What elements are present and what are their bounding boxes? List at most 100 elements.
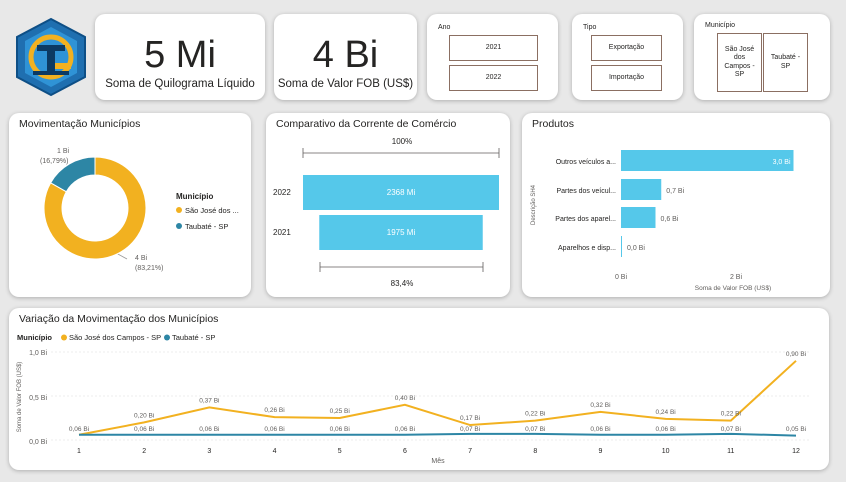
slicer-tipo-title: Tipo	[583, 24, 597, 31]
comparativo-category-2021: 2021	[273, 228, 291, 237]
kpi-value-kg: 5 Mi	[144, 34, 216, 76]
donut-legend-title: Município	[176, 192, 213, 201]
line-xtick-6: 6	[403, 448, 407, 455]
kpi-card-kg: 5 Mi Soma de Quilograma Líquido	[95, 14, 265, 100]
line-label-sjc-8: 0,22 Bi	[525, 411, 545, 418]
produtos-bar-label-3: 0,0 Bi	[627, 245, 645, 252]
comparativo-bar-label-2021: 1975 Mi	[387, 228, 416, 237]
line-xtick-5: 5	[338, 448, 342, 455]
slicer-tipo: Tipo Exportação Importação	[572, 14, 683, 100]
slicer-ano-option-2022[interactable]: 2022	[449, 65, 538, 91]
donut-title: Movimentação Municípios	[19, 118, 141, 130]
comparativo-category-2022: 2022	[273, 188, 291, 197]
kpi-label-kg: Soma de Quilograma Líquido	[105, 78, 255, 90]
line-label-sjc-1: 0,06 Bi	[69, 426, 89, 433]
produtos-bar-3[interactable]	[621, 236, 622, 257]
line-ylabel: Soma de Valor FOB (US$)	[17, 362, 23, 433]
line-series-sjc[interactable]	[78, 360, 797, 436]
donut-slice-taubate[interactable]	[49, 156, 96, 193]
line-xtick-12: 12	[792, 448, 800, 455]
produtos-bar-label-2: 0,6 Bi	[661, 216, 679, 223]
line-xtick-4: 4	[273, 448, 277, 455]
line-ytick-1: 1,0 Bi	[29, 350, 47, 357]
produtos-category-1: Partes dos veícul...	[556, 188, 616, 195]
line-xlabel: Mês	[431, 458, 445, 465]
slicer-tipo-option-importacao[interactable]: Importação	[591, 65, 662, 91]
line-title: Variação da Movimentação dos Municípios	[19, 313, 219, 325]
produtos-xlabel: Soma de Valor FOB (US$)	[695, 285, 771, 292]
line-xtick-9: 9	[599, 448, 603, 455]
line-label-sjc-6: 0,40 Bi	[395, 395, 415, 402]
line-label-sjc-4: 0,26 Bi	[264, 407, 284, 414]
line-label-taubate-5: 0,06 Bi	[330, 426, 350, 433]
slicer-ano-title: Ano	[438, 24, 451, 31]
produtos-bar-label-0: 3,0 Bi	[773, 159, 791, 166]
donut-legend-sjc[interactable]: São José dos ...	[185, 206, 239, 215]
donut-chart: 1 Bi (16,79%) 4 Bi (83,21%) Município Sã…	[40, 148, 239, 272]
slicer-municipio-option-sjc[interactable]: São José dos Campos - SP	[717, 33, 762, 92]
logo	[13, 17, 89, 97]
comparativo-chart: 100% 83,4% 2368 Mi 2022 1975 Mi 2021	[273, 137, 500, 288]
produtos-category-0: Outros veículos a...	[556, 159, 616, 166]
line-ytick-05: 0,5 Bi	[29, 395, 47, 402]
donut-card: Movimentação Municípios 1 Bi (16,79%) 4 …	[9, 113, 251, 297]
produtos-bar-0[interactable]	[621, 150, 794, 171]
donut-label-taubate-value: 1 Bi	[57, 148, 70, 155]
comparativo-bar-2021[interactable]	[319, 215, 483, 250]
line-legend-sjc[interactable]: São José dos Campos - SP	[69, 333, 161, 342]
comparativo-bar-label-2022: 2368 Mi	[387, 188, 416, 197]
donut-legend-marker-sjc	[176, 207, 182, 213]
slicer-ano: Ano 2021 2022	[427, 14, 558, 100]
produtos-chart: Descrição SH4 0 Bi 2 Bi Soma de Valor FO…	[531, 150, 794, 292]
line-label-taubate-11: 0,07 Bi	[721, 426, 741, 433]
line-label-sjc-5: 0,25 Bi	[330, 408, 350, 415]
donut-legend-marker-taubate	[176, 223, 182, 229]
produtos-bar-label-1: 0,7 Bi	[666, 188, 684, 195]
line-legend-title: Município	[17, 333, 52, 342]
produtos-xtick-2: 2 Bi	[730, 274, 743, 281]
donut-label-sjc-value: 4 Bi	[135, 255, 148, 262]
line-xtick-7: 7	[468, 448, 472, 455]
donut-slice-sjc[interactable]	[43, 156, 147, 260]
line-xtick-8: 8	[533, 448, 537, 455]
produtos-title: Produtos	[532, 118, 575, 130]
slicer-ano-option-2021[interactable]: 2021	[449, 35, 538, 61]
line-label-taubate-12: 0,05 Bi	[786, 426, 806, 433]
produtos-bar-2[interactable]	[621, 207, 656, 228]
logo-graphic	[16, 17, 86, 97]
comparativo-bar-2022[interactable]	[303, 175, 499, 210]
line-label-taubate-3: 0,06 Bi	[199, 426, 219, 433]
donut-label-sjc-pct: (83,21%)	[135, 265, 163, 272]
line-xtick-2: 2	[142, 448, 146, 455]
line-xtick-3: 3	[207, 448, 211, 455]
line-xtick-11: 11	[727, 448, 734, 455]
kpi-label-fob: Soma de Valor FOB (US$)	[277, 78, 414, 90]
line-label-taubate-7: 0,07 Bi	[460, 426, 480, 433]
produtos-bar-1[interactable]	[621, 179, 662, 200]
comparativo-card: Comparativo da Corrente de Comércio 100%…	[266, 113, 510, 297]
kpi-value-fob: 4 Bi	[312, 34, 379, 76]
line-label-taubate-2: 0,06 Bi	[134, 426, 154, 433]
donut-legend-taubate[interactable]: Taubaté - SP	[185, 222, 228, 231]
line-xtick-1: 1	[77, 448, 81, 455]
line-series-taubate[interactable]	[79, 432, 797, 437]
line-label-sjc-2: 0,20 Bi	[134, 412, 154, 419]
line-label-sjc-3: 0,37 Bi	[199, 397, 219, 404]
produtos-xtick-0: 0 Bi	[615, 274, 628, 281]
donut-label-taubate-pct: (16,79%)	[40, 158, 68, 165]
kpi-card-fob: 4 Bi Soma de Valor FOB (US$)	[274, 14, 417, 100]
line-label-sjc-11: 0,22 Bi	[721, 411, 741, 418]
slicer-municipio-title: Município	[705, 22, 735, 29]
produtos-ylabel: Descrição SH4	[531, 184, 537, 225]
slicer-municipio-option-taubate[interactable]: Taubaté - SP	[763, 33, 808, 92]
line-label-sjc-9: 0,32 Bi	[590, 402, 610, 409]
slicer-tipo-option-exportacao[interactable]: Exportação	[591, 35, 662, 61]
line-label-taubate-6: 0,06 Bi	[395, 426, 415, 433]
line-chart: Município São José dos Campos - SP Tauba…	[17, 333, 809, 465]
line-xtick-10: 10	[662, 448, 670, 455]
produtos-category-3: Aparelhos e disp...	[558, 245, 616, 252]
line-legend-marker-sjc	[61, 334, 67, 341]
slicer-municipio: Município São José dos Campos - SP Tauba…	[694, 14, 830, 100]
comparativo-top-pct: 100%	[392, 137, 412, 146]
line-legend-taubate[interactable]: Taubaté - SP	[172, 333, 215, 342]
